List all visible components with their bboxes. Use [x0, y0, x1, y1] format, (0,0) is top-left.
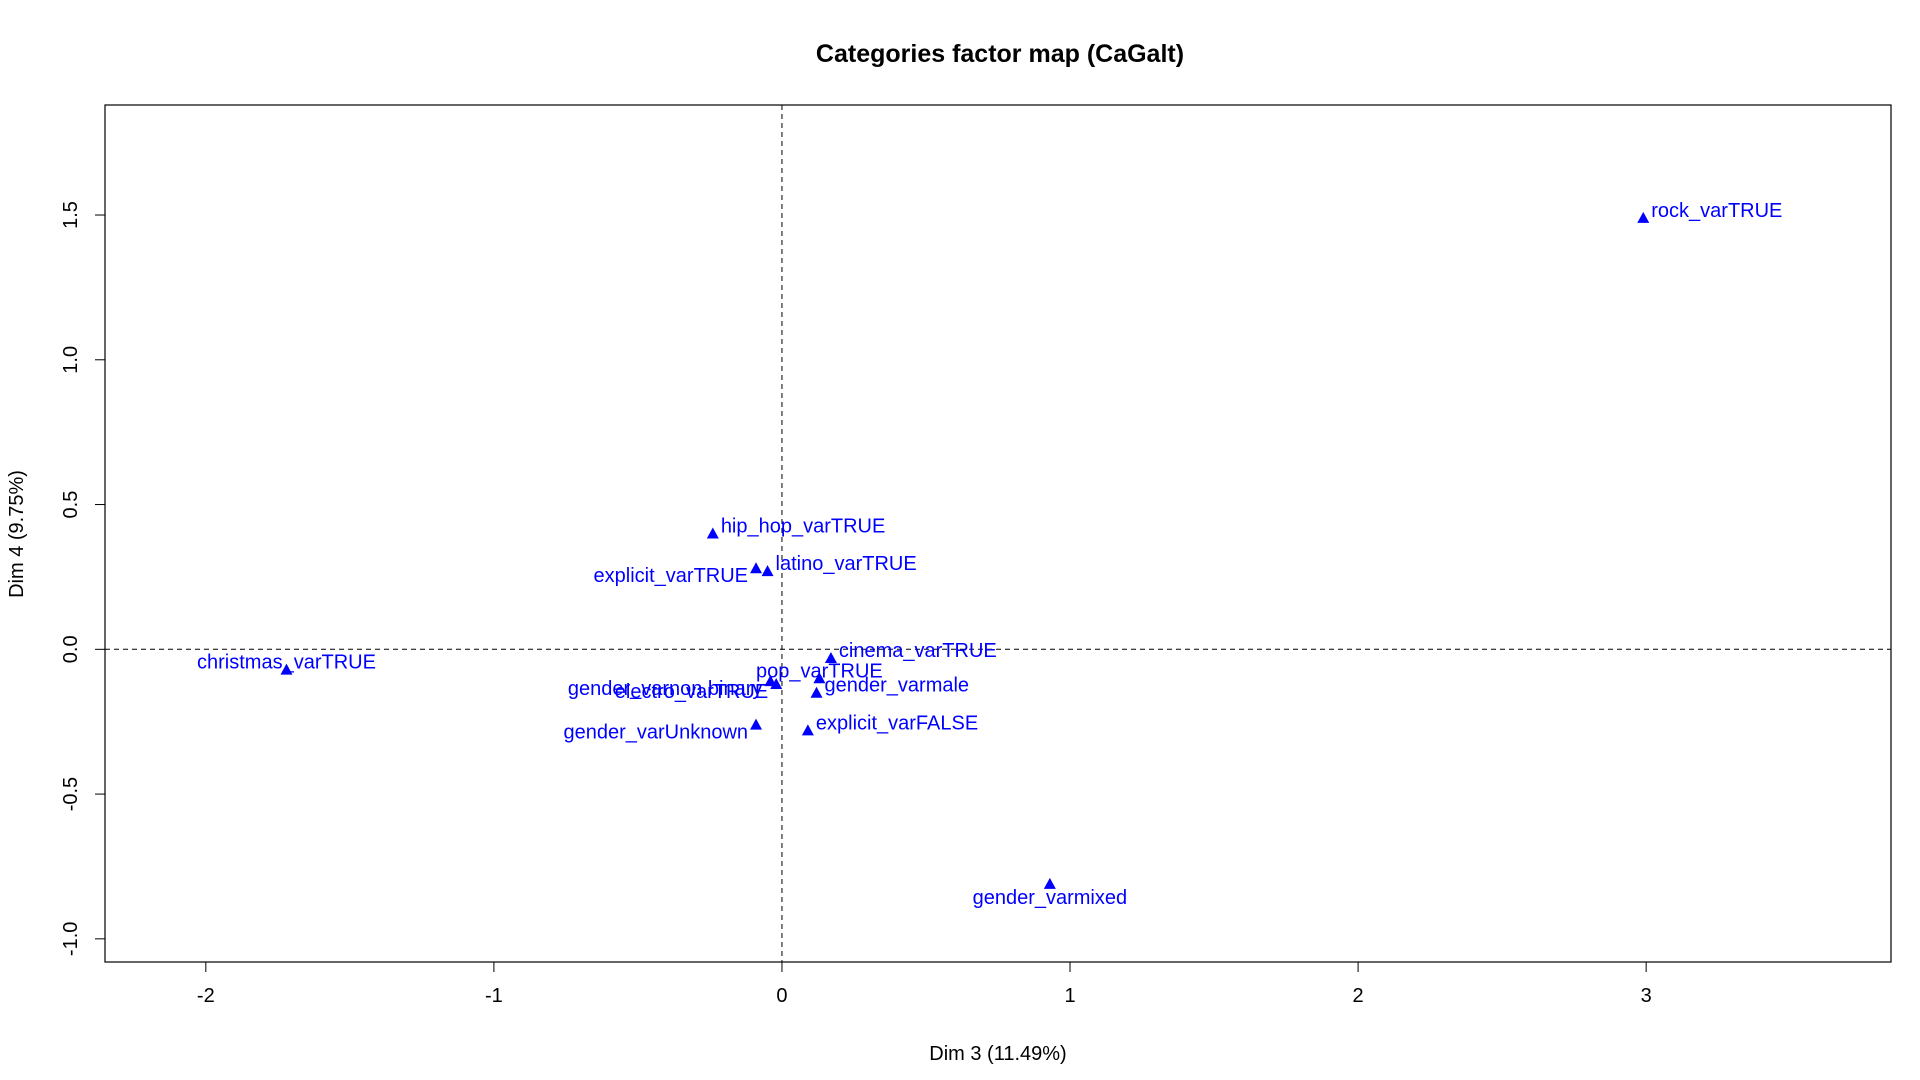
x-tick-label: 3: [1641, 985, 1652, 1007]
point-marker: [813, 672, 826, 684]
x-tick-label: -1: [485, 985, 503, 1007]
y-tick-label: -1.0: [60, 922, 82, 956]
point-label: pop_varTRUE: [756, 660, 883, 682]
point-label: christmas_varTRUE: [197, 652, 376, 674]
y-tick-label: -0.5: [60, 777, 82, 811]
category-points: rock_varTRUE hip_hop_varTRUE explicit_varT…: [197, 200, 1782, 909]
x-tick-label: 0: [776, 985, 787, 1007]
point-label: gender_varUnknown: [563, 722, 748, 744]
point-label: gender_varnon.binary: [568, 678, 763, 700]
x-axis: -2 -1 0 1 2 3: [197, 961, 1652, 1007]
point-label: latino_varTRUE: [776, 553, 917, 575]
point-label: gender_varmixed: [973, 887, 1128, 909]
y-tick-label: 1.0: [60, 346, 82, 374]
point-marker: [810, 686, 823, 698]
point-label: cinema_varTRUE: [839, 640, 997, 662]
x-tick-label: -2: [197, 985, 215, 1007]
point-marker: [824, 651, 837, 663]
point-label: explicit_varFALSE: [816, 712, 978, 734]
point-label: explicit_varTRUE: [594, 565, 748, 587]
y-tick-label: 1.5: [60, 201, 82, 229]
point-marker: [801, 724, 814, 736]
point-marker: [761, 565, 774, 577]
point-marker: [280, 663, 293, 675]
point-label: electro_varTRUE: [615, 681, 768, 703]
x-axis-label: Dim 3 (11.49%): [929, 1043, 1066, 1065]
point-marker: [770, 678, 783, 690]
point-label: rock_varTRUE: [1651, 200, 1782, 222]
plot-frame: [104, 104, 1892, 963]
x-tick-label: 1: [1064, 985, 1075, 1007]
y-axis-label: Dim 4 (9.75%): [6, 470, 28, 598]
y-tick-label: 0.5: [60, 491, 82, 519]
chart-title: Categories factor map (CaGalt): [816, 40, 1184, 68]
y-tick-label: 0.0: [60, 635, 82, 663]
point-marker: [706, 527, 719, 539]
y-axis: -1.0 -0.5 0.0 0.5 1.0 1.5: [60, 201, 106, 956]
point-label: hip_hop_varTRUE: [721, 516, 886, 538]
point-marker: [1043, 877, 1056, 889]
point-marker: [750, 718, 763, 730]
point-marker: [1637, 211, 1650, 223]
x-tick-label: 2: [1353, 985, 1364, 1007]
point-marker: [750, 562, 763, 574]
point-label: gender_varmale: [825, 675, 970, 697]
